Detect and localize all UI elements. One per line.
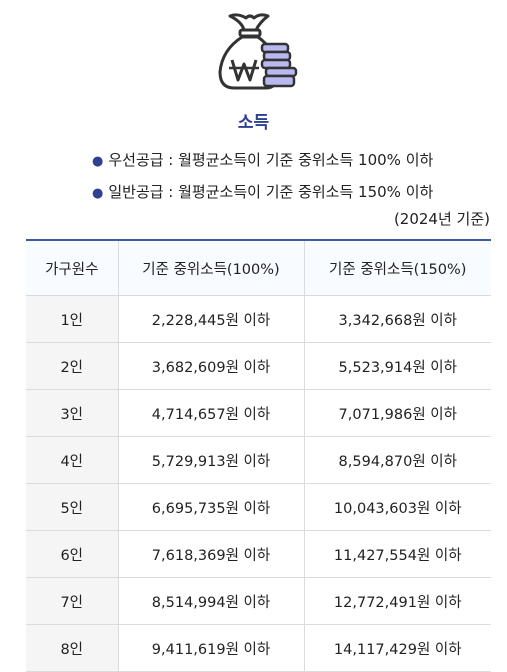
median-150-cell: 3,342,668원 이하 [303,295,491,343]
median-150-cell: 5,523,914원 이하 [303,342,491,390]
median-100-cell: 3,682,609원 이하 [117,342,304,390]
median-150-cell: 11,427,554원 이하 [303,530,491,578]
median-100-cell: 6,695,735원 이하 [117,483,304,531]
header-household-size: 가구원수 [26,240,118,296]
bullet-icon: ● [92,186,104,201]
median-150-cell: 12,772,491원 이하 [303,577,491,625]
household-size-cell: 2인 [26,342,118,390]
base-year-note: (2024년 기준) [393,210,490,228]
criteria-text: 우선공급 : 월평균소득이 기준 중위소득 100% 이하 [108,151,434,169]
median-100-cell: 4,714,657원 이하 [117,389,304,437]
table-row: 8인 9,411,619원 이하 14,117,429원 이하 [26,624,491,672]
median-100-cell: 7,618,369원 이하 [117,530,304,578]
median-150-cell: 8,594,870원 이하 [303,436,491,484]
table-row: 3인 4,714,657원 이하 7,071,986원 이하 [26,389,491,437]
criteria-list: ● 우선공급 : 월평균소득이 기준 중위소득 100% 이하 ● 일반공급 : 월… [92,148,433,212]
table-header-row: 가구원수 기준 중위소득(100%) 기준 중위소득(150%) [26,240,491,296]
table-row: 7인 8,514,994원 이하 12,772,491원 이하 [26,577,491,625]
criteria-item: ● 일반공급 : 월평균소득이 기준 중위소득 150% 이하 [92,180,433,212]
income-table: 가구원수 기준 중위소득(100%) 기준 중위소득(150%) 1인 2,22… [26,239,491,672]
table-row: 1인 2,228,445원 이하 3,342,668원 이하 [26,295,491,343]
header-median-100: 기준 중위소득(100%) [117,240,304,296]
table-row: 4인 5,729,913원 이하 8,594,870원 이하 [26,436,491,484]
table-row: 5인 6,695,735원 이하 10,043,603원 이하 [26,483,491,531]
money-bag-won-icon [214,10,304,94]
table-row: 2인 3,682,609원 이하 5,523,914원 이하 [26,342,491,390]
section-title: 소득 [237,113,270,133]
median-100-cell: 9,411,619원 이하 [117,624,304,672]
household-size-cell: 7인 [26,577,118,625]
household-size-cell: 8인 [26,624,118,672]
household-size-cell: 4인 [26,436,118,484]
median-150-cell: 10,043,603원 이하 [303,483,491,531]
bullet-icon: ● [92,154,104,169]
criteria-item: ● 우선공급 : 월평균소득이 기준 중위소득 100% 이하 [92,148,433,180]
table-row: 6인 7,618,369원 이하 11,427,554원 이하 [26,530,491,578]
median-100-cell: 2,228,445원 이하 [117,295,304,343]
criteria-text: 일반공급 : 월평균소득이 기준 중위소득 150% 이하 [108,183,434,201]
median-100-cell: 5,729,913원 이하 [117,436,304,484]
household-size-cell: 5인 [26,483,118,531]
median-150-cell: 7,071,986원 이하 [303,389,491,437]
median-100-cell: 8,514,994원 이하 [117,577,304,625]
header-median-150: 기준 중위소득(150%) [303,240,491,296]
household-size-cell: 1인 [26,295,118,343]
household-size-cell: 3인 [26,389,118,437]
household-size-cell: 6인 [26,530,118,578]
median-150-cell: 14,117,429원 이하 [303,624,491,672]
